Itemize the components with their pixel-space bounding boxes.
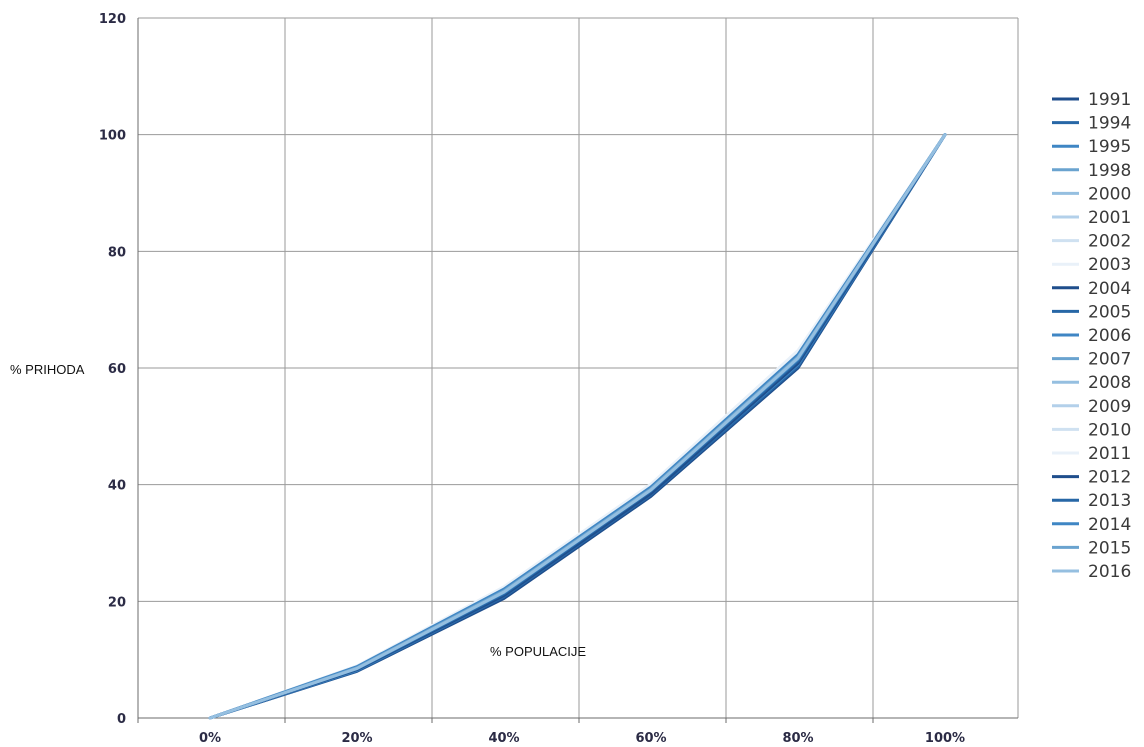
- legend-label-1998: 1998: [1088, 161, 1131, 181]
- y-axis-title: % PRIHODA: [10, 362, 85, 377]
- series-line-2009: [208, 133, 947, 720]
- chart-legend: 1991 1994 1995 1998 2000 2001 2002 2003 2004 2005…: [1052, 90, 1131, 582]
- legend-label-1994: 1994: [1088, 114, 1131, 134]
- legend-label-2012: 2012: [1088, 468, 1131, 488]
- series-line-2007: [208, 133, 947, 720]
- legend-label-2005: 2005: [1088, 302, 1131, 322]
- legend-label-2000: 2000: [1088, 184, 1131, 204]
- x-tick-label: 40%: [488, 731, 519, 746]
- series-line-1991: [208, 133, 947, 720]
- series-line-2012: [208, 133, 947, 720]
- legend-label-2013: 2013: [1088, 491, 1131, 511]
- x-tick-label: 100%: [925, 731, 965, 746]
- legend-label-1991: 1991: [1088, 90, 1131, 110]
- legend-label-2006: 2006: [1088, 326, 1131, 346]
- series-line-2001: [208, 133, 947, 720]
- series-line-2010: [208, 133, 947, 720]
- series-line-2006: [208, 133, 947, 720]
- legend-label-2015: 2015: [1088, 538, 1131, 558]
- series-line-2016: [208, 133, 947, 720]
- legend-label-2011: 2011: [1088, 444, 1131, 464]
- legend-label-2016: 2016: [1088, 562, 1131, 582]
- chart-series-lines: [208, 133, 947, 720]
- series-line-2002: [208, 133, 947, 720]
- legend-label-2007: 2007: [1088, 350, 1131, 370]
- legend-label-2001: 2001: [1088, 208, 1131, 228]
- legend-label-1995: 1995: [1088, 137, 1131, 157]
- x-tick-label: 0%: [199, 731, 221, 746]
- series-line-2015: [208, 133, 947, 720]
- x-tick-label: 80%: [782, 731, 813, 746]
- series-line-1998: [208, 133, 947, 720]
- y-tick-label: 40: [108, 479, 126, 494]
- legend-label-2008: 2008: [1088, 373, 1131, 393]
- chart-gridlines: [137, 17, 1019, 719]
- series-line-2003: [208, 133, 947, 720]
- x-tick-label: 60%: [635, 731, 666, 746]
- chart-axes: [137, 18, 1018, 723]
- series-line-2013: [208, 133, 947, 720]
- y-tick-label: 60: [108, 362, 126, 377]
- series-line-1995: [208, 133, 947, 720]
- y-tick-label: 120: [99, 12, 126, 27]
- series-line-2008: [208, 133, 947, 720]
- x-axis-title: % POPULACIJE: [490, 644, 586, 659]
- series-line-2004: [208, 133, 947, 720]
- y-tick-label: 20: [108, 595, 126, 610]
- legend-label-2002: 2002: [1088, 232, 1131, 252]
- series-line-2014: [208, 133, 947, 720]
- legend-label-2003: 2003: [1088, 255, 1131, 275]
- y-tick-label: 80: [108, 245, 126, 260]
- chart-tick-labels: 0 20 40 60 80 100 120 0% 20% 40% 60% 80% 100%: [99, 12, 965, 746]
- x-tick-label: 20%: [341, 731, 372, 746]
- series-line-2000: [208, 133, 947, 720]
- legend-label-2009: 2009: [1088, 397, 1131, 417]
- series-line-2011: [208, 133, 947, 720]
- legend-label-2010: 2010: [1088, 420, 1131, 440]
- y-tick-label: 0: [117, 712, 126, 727]
- legend-label-2014: 2014: [1088, 515, 1131, 535]
- series-line-1994: [208, 133, 947, 720]
- series-line-2005: [208, 133, 947, 720]
- legend-label-2004: 2004: [1088, 279, 1131, 299]
- y-tick-label: 100: [99, 129, 126, 144]
